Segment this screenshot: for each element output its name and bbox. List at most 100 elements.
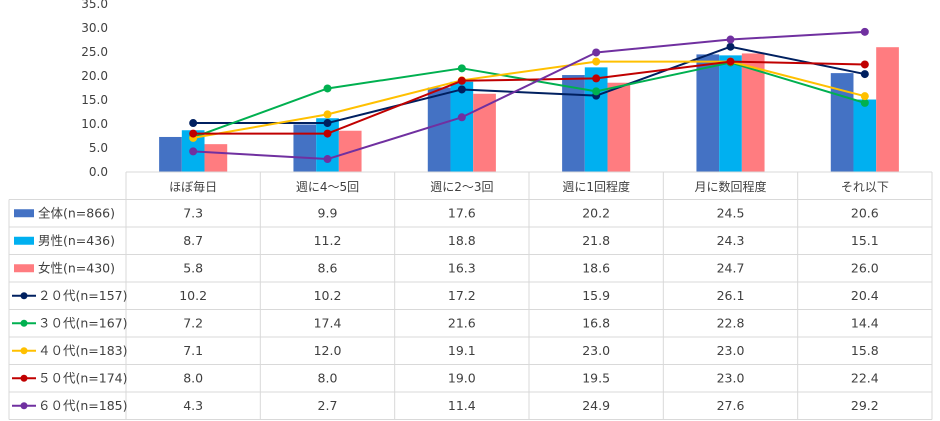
legend-key: [14, 264, 34, 273]
data-label: 26.1: [717, 288, 745, 303]
data-label: 11.2: [314, 233, 342, 248]
y-tick-label: 5.0: [89, 141, 108, 155]
line-point: [323, 155, 332, 164]
bar: [853, 99, 877, 172]
data-label: 12.0: [314, 343, 342, 358]
category-label: 週に2～3回: [430, 180, 493, 194]
bar: [562, 75, 585, 172]
legend-label: 女性(n=430): [38, 260, 115, 275]
data-label: 7.2: [183, 315, 203, 330]
line-point: [189, 147, 198, 156]
data-label: 2.7: [318, 398, 338, 413]
data-label: 7.3: [183, 205, 203, 220]
data-label: 16.3: [448, 260, 476, 275]
data-label: 24.7: [717, 260, 745, 275]
data-label: 11.4: [448, 398, 476, 413]
data-label: 21.6: [448, 315, 476, 330]
line-point: [323, 119, 332, 128]
data-label: 22.4: [851, 370, 879, 385]
bar: [427, 87, 451, 172]
bar: [159, 136, 182, 172]
bar: [293, 124, 317, 172]
data-label: 14.4: [851, 315, 879, 330]
bar: [719, 55, 742, 172]
data-label: 17.6: [448, 205, 476, 220]
bar: [584, 67, 608, 172]
data-label: 29.2: [851, 398, 879, 413]
data-label: 19.1: [448, 343, 476, 358]
data-label: 22.8: [717, 315, 745, 330]
line-point: [860, 60, 869, 69]
y-tick-label: 0.0: [89, 165, 108, 179]
line-point: [189, 119, 198, 128]
data-label: 15.8: [851, 343, 879, 358]
data-label: 26.0: [851, 260, 879, 275]
legend-label: 男性(n=436): [38, 233, 115, 248]
data-label: 8.0: [183, 370, 203, 385]
data-label: 8.6: [318, 260, 338, 275]
bar: [607, 82, 631, 172]
legend-key-marker: [20, 374, 28, 382]
line-point: [860, 98, 869, 107]
series-line: [193, 30, 865, 161]
line-point: [726, 35, 735, 44]
data-label: 18.8: [448, 233, 476, 248]
data-label: 24.3: [717, 233, 745, 248]
line-point: [457, 85, 466, 94]
legend-label: ３０代(n=167): [38, 315, 128, 330]
legend-key: [14, 236, 34, 245]
y-tick-label: 20.0: [81, 69, 108, 83]
bar: [741, 53, 765, 172]
legend-key-marker: [20, 402, 28, 410]
legend-key-marker: [20, 319, 28, 327]
line-point: [860, 70, 869, 79]
data-label: 20.2: [582, 205, 610, 220]
category-label: それ以下: [841, 180, 889, 194]
series-line: [192, 60, 866, 139]
data-label: 17.2: [448, 288, 476, 303]
legend-label: ５０代(n=174): [38, 370, 128, 385]
line-point: [860, 92, 869, 101]
data-label: 15.9: [582, 288, 610, 303]
data-label: 20.6: [851, 205, 879, 220]
bar: [696, 54, 720, 172]
y-tick-label: 25.0: [81, 45, 108, 59]
data-label: 23.0: [717, 370, 745, 385]
data-label: 27.6: [717, 398, 745, 413]
bar: [204, 144, 228, 172]
data-label: 10.2: [314, 288, 342, 303]
data-label: 9.9: [318, 205, 338, 220]
y-tick-label: 30.0: [81, 21, 108, 35]
data-label: 19.0: [448, 370, 476, 385]
line-point: [592, 48, 601, 57]
bar: [450, 81, 474, 172]
data-label: 5.8: [183, 260, 203, 275]
y-tick-label: 35.0: [81, 0, 108, 11]
series-line: [193, 45, 866, 125]
legend-label: 全体(n=866): [38, 205, 115, 220]
y-tick-label: 15.0: [81, 93, 108, 107]
legend-label: ４０代(n=183): [38, 343, 128, 358]
category-label: 月に数回程度: [694, 179, 766, 194]
line-point: [323, 110, 332, 119]
bar: [876, 47, 899, 173]
data-label: 23.0: [582, 343, 610, 358]
legend-label: ６０代(n=185): [38, 398, 128, 413]
data-label: 24.5: [717, 205, 745, 220]
data-label: 8.0: [318, 370, 338, 385]
legend-label: ２０代(n=157): [38, 288, 128, 303]
y-tick-label: 10.0: [81, 117, 108, 131]
data-label: 19.5: [582, 370, 610, 385]
data-label: 10.2: [179, 288, 207, 303]
bar: [473, 93, 496, 172]
line-point: [592, 74, 601, 83]
category-label: ほぼ毎日: [169, 179, 217, 194]
line-point: [592, 87, 601, 96]
legend-key-marker: [20, 347, 28, 355]
line-point: [323, 129, 332, 138]
line-point: [323, 84, 332, 93]
line-point: [457, 113, 466, 122]
data-label: 17.4: [314, 315, 342, 330]
line-point: [189, 129, 198, 138]
